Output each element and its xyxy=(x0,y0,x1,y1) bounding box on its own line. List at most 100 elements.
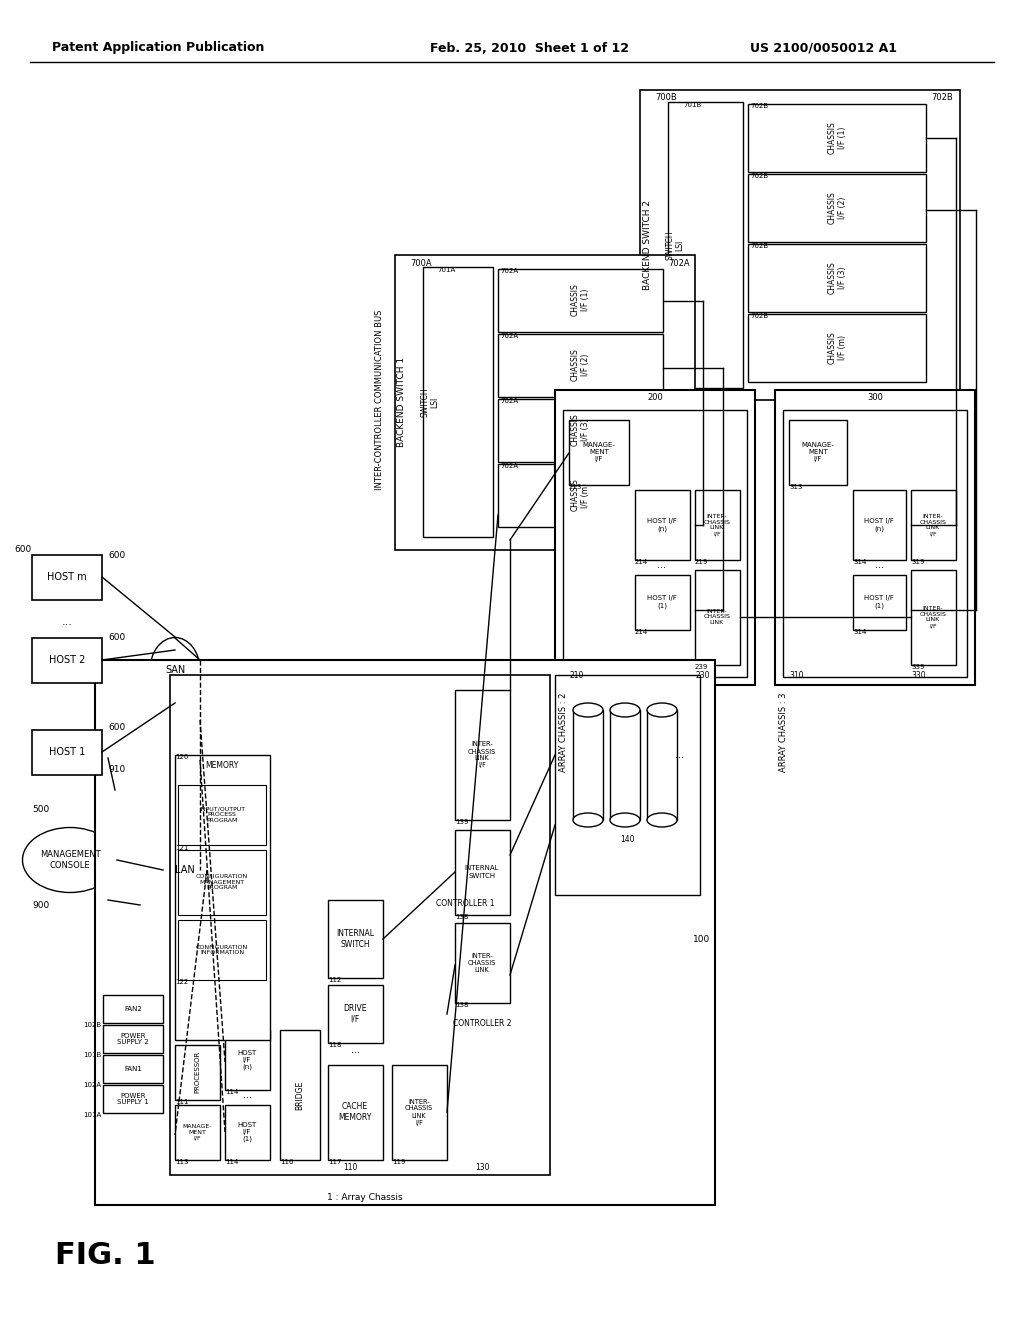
Bar xyxy=(178,785,266,845)
Bar xyxy=(178,920,266,979)
Text: ARRAY CHASSIS : 3: ARRAY CHASSIS : 3 xyxy=(779,692,788,772)
Text: 330: 330 xyxy=(911,671,926,680)
Bar xyxy=(328,985,383,1043)
Text: FAN1: FAN1 xyxy=(124,1067,142,1072)
Bar xyxy=(392,1065,447,1160)
Bar xyxy=(175,755,270,1040)
Text: 117: 117 xyxy=(328,1159,341,1166)
Text: 600: 600 xyxy=(108,634,125,643)
Text: HOST 1: HOST 1 xyxy=(49,747,85,756)
Text: 121: 121 xyxy=(175,845,188,851)
Text: ...: ... xyxy=(243,1090,252,1100)
Bar xyxy=(647,710,677,820)
Bar xyxy=(748,174,926,242)
Ellipse shape xyxy=(23,828,118,892)
Text: 702B: 702B xyxy=(750,173,768,180)
Ellipse shape xyxy=(573,813,603,828)
Bar xyxy=(455,830,510,915)
Text: POWER
SUPPLY 2: POWER SUPPLY 2 xyxy=(117,1032,148,1045)
Bar xyxy=(573,710,603,820)
Text: 310: 310 xyxy=(790,671,804,680)
Bar xyxy=(563,411,746,677)
Text: MANAGE-
MENT
I/F: MANAGE- MENT I/F xyxy=(802,442,835,462)
Text: 140: 140 xyxy=(620,836,634,845)
Bar xyxy=(95,660,715,1205)
Text: ...: ... xyxy=(874,560,884,570)
Bar xyxy=(170,675,550,1175)
Text: INTER-
CHASSIS
LINK
I/F: INTER- CHASSIS LINK I/F xyxy=(920,606,946,628)
Bar xyxy=(748,104,926,172)
Text: SWITCH
LSI: SWITCH LSI xyxy=(420,387,439,417)
Text: CHASSIS
I/F (2): CHASSIS I/F (2) xyxy=(827,191,847,224)
Text: MANAGE-
MENT
I/F: MANAGE- MENT I/F xyxy=(182,1123,212,1140)
Text: 101A: 101A xyxy=(83,1111,101,1118)
Text: 200: 200 xyxy=(647,393,663,403)
Text: 214: 214 xyxy=(635,558,648,565)
Text: 118: 118 xyxy=(328,1041,341,1048)
Text: CHASSIS
I/F (1): CHASSIS I/F (1) xyxy=(570,284,590,317)
Text: HOST 2: HOST 2 xyxy=(49,655,85,665)
Text: 101B: 101B xyxy=(83,1052,101,1059)
Text: INTER-
CHASSIS
LINK
I/F: INTER- CHASSIS LINK I/F xyxy=(920,513,946,536)
Text: 600: 600 xyxy=(14,545,32,554)
Text: 138: 138 xyxy=(455,1002,469,1008)
Ellipse shape xyxy=(647,704,677,717)
Text: 138: 138 xyxy=(455,913,469,920)
Text: BACKEND SWITCH 2: BACKEND SWITCH 2 xyxy=(642,201,651,290)
Text: 600: 600 xyxy=(108,723,125,733)
Bar xyxy=(225,1105,270,1160)
Text: 120: 120 xyxy=(175,754,188,760)
Text: 239: 239 xyxy=(695,664,709,671)
Text: HOST I/F
(n): HOST I/F (n) xyxy=(864,519,894,532)
Text: 702B: 702B xyxy=(931,94,952,103)
Bar xyxy=(775,389,975,685)
Text: ...: ... xyxy=(657,560,667,570)
Bar xyxy=(555,389,755,685)
Text: 116: 116 xyxy=(280,1159,294,1166)
Text: ...: ... xyxy=(61,616,73,627)
Text: PROCESSOR: PROCESSOR xyxy=(194,1051,200,1093)
Bar xyxy=(103,1055,163,1082)
Text: 230: 230 xyxy=(695,671,710,680)
Bar xyxy=(103,1026,163,1053)
Text: 702A: 702A xyxy=(668,259,689,268)
Text: CHASSIS
I/F (1): CHASSIS I/F (1) xyxy=(827,121,847,154)
Bar xyxy=(695,490,740,560)
Bar xyxy=(640,90,961,400)
Ellipse shape xyxy=(163,842,208,898)
Text: 114: 114 xyxy=(225,1089,239,1096)
Bar xyxy=(635,490,690,560)
Text: ...: ... xyxy=(350,1045,359,1055)
Text: HOST m: HOST m xyxy=(47,572,87,582)
Text: 319: 319 xyxy=(911,558,925,565)
Text: 702A: 702A xyxy=(500,399,518,404)
Text: 910: 910 xyxy=(108,766,125,775)
Bar xyxy=(610,710,640,820)
Bar xyxy=(423,267,493,537)
Text: ...: ... xyxy=(676,750,684,760)
Text: HOST I/F
(n): HOST I/F (n) xyxy=(647,519,677,532)
Bar xyxy=(103,995,163,1023)
Text: HOST I/F
(1): HOST I/F (1) xyxy=(864,595,894,609)
Bar xyxy=(225,1030,270,1090)
Text: 139: 139 xyxy=(455,818,469,825)
Text: Patent Application Publication: Patent Application Publication xyxy=(52,41,264,54)
Text: 219: 219 xyxy=(695,558,709,565)
Text: 702A: 702A xyxy=(500,463,518,469)
Text: INTER-
CHASSIS
LINK: INTER- CHASSIS LINK xyxy=(468,953,496,973)
Bar xyxy=(748,244,926,312)
Text: SAN: SAN xyxy=(165,665,185,675)
Text: INPUT/OUTPUT
PROCESS
PROGRAM: INPUT/OUTPUT PROCESS PROGRAM xyxy=(199,807,245,824)
Text: 700A: 700A xyxy=(410,259,432,268)
Text: 214: 214 xyxy=(635,630,648,635)
Bar xyxy=(783,411,967,677)
Text: 314: 314 xyxy=(853,630,866,635)
Ellipse shape xyxy=(150,638,200,702)
Text: 119: 119 xyxy=(392,1159,406,1166)
Ellipse shape xyxy=(610,704,640,717)
Text: 314: 314 xyxy=(853,558,866,565)
Bar xyxy=(498,334,663,397)
Text: DRIVE
I/F: DRIVE I/F xyxy=(343,1005,367,1024)
Text: HOST
I/F
(1): HOST I/F (1) xyxy=(238,1122,257,1142)
Text: HOST I/F
(1): HOST I/F (1) xyxy=(647,595,677,609)
